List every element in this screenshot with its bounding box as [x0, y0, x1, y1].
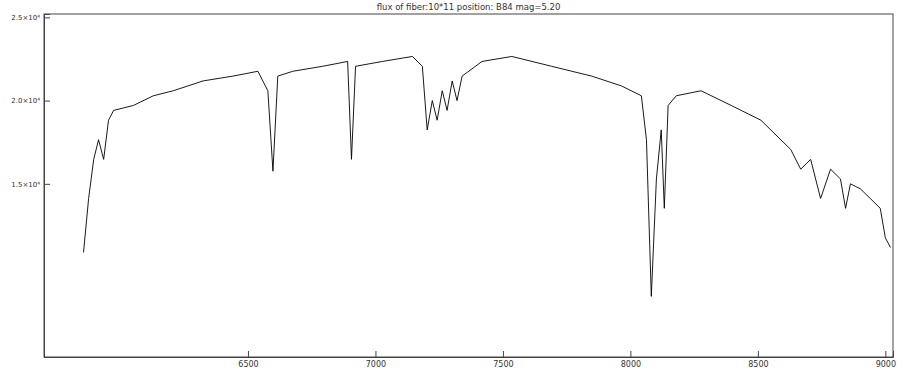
plot-frame: [44, 14, 893, 357]
y-axis: 1.5×10⁴ 2.0×10⁴ 2.5×10⁴: [11, 14, 50, 357]
x-tick-mark: [630, 351, 631, 357]
y-tick-label: 1.5×10⁴: [11, 181, 40, 189]
x-tick: 7500: [493, 351, 513, 369]
x-tick-mark: [885, 351, 886, 357]
x-tick-mark: [375, 351, 376, 357]
x-tick: 8500: [748, 351, 768, 369]
y-tick-label: 2.0×10⁴: [11, 97, 40, 105]
spectrum-line: [84, 56, 891, 296]
x-tick-label: 9000: [876, 360, 896, 369]
x-tick: 7000: [366, 351, 386, 369]
x-tick: 8000: [621, 351, 641, 369]
y-tick: 2.0×10⁴: [11, 97, 50, 105]
y-tick-label: 2.5×10⁴: [11, 14, 40, 22]
x-tick: 6500: [238, 351, 258, 369]
y-axis-line: [45, 15, 51, 358]
x-tick-mark: [758, 351, 759, 357]
x-tick-mark: [248, 351, 249, 357]
y-tick-mark: [44, 17, 50, 18]
x-tick-label: 7000: [366, 360, 386, 369]
x-tick-label: 7500: [493, 360, 513, 369]
y-tick-mark: [44, 184, 50, 185]
title: flux of fiber:10*11 position: B84 mag=5.…: [377, 2, 561, 12]
x-axis-line: [45, 351, 894, 358]
y-tick: 2.5×10⁴: [11, 14, 50, 22]
plot-area: [84, 56, 891, 296]
y-tick-mark: [44, 101, 50, 102]
chart: flux of fiber:10*11 position: B84 mag=5.…: [0, 0, 899, 375]
y-tick: 1.5×10⁴: [11, 181, 50, 189]
x-axis: 6500 7000 7500 8000 8500 9000: [45, 351, 897, 369]
x-tick-mark: [503, 351, 504, 357]
x-tick: 9000: [876, 351, 896, 369]
x-tick-label: 6500: [238, 360, 258, 369]
x-tick-label: 8500: [748, 360, 768, 369]
x-tick-label: 8000: [621, 360, 641, 369]
